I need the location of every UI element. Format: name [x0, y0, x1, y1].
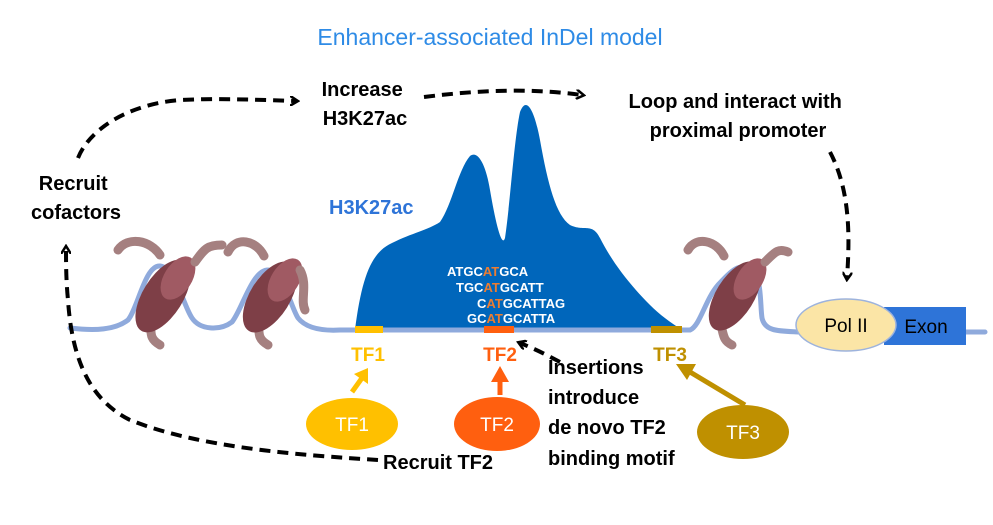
insertions-label: Insertions introduce de novo TF2 binding… [548, 357, 675, 470]
pol2-complex: Pol II [795, 298, 897, 352]
arrow-loop-to-polii [828, 151, 848, 278]
nucleosome-3 [683, 237, 793, 350]
tf1-binding-site [355, 326, 383, 333]
tf1-factor-label: TF1 [335, 415, 369, 436]
tf1-binding-arrow [349, 368, 368, 394]
tf2-binding-site [484, 326, 514, 333]
sequence-line-1: ATGCATGCA [447, 264, 529, 279]
tf1-factor: TF1 [306, 398, 398, 450]
arrow-recruit-tf2-to-cofactors [66, 248, 379, 462]
arrow-cofactors-to-increase [76, 99, 296, 159]
sequence-stack: ATGCATGCA TGCATGCATT CATGCATTAG GCATGCAT… [447, 264, 565, 326]
nucleosome-1 [113, 236, 227, 350]
tf3-binding-arrow [676, 364, 747, 408]
sequence-line-4: GCATGCATTA [467, 311, 556, 326]
tf3-site-label: TF3 [653, 345, 687, 366]
nucleosome-2 [223, 237, 310, 350]
arrow-insertions-to-tf2-site [520, 343, 561, 364]
recruit-tf2-label: Recruit TF2 [383, 452, 493, 474]
diagram-title: Enhancer-associated InDel model [317, 24, 662, 50]
exon-label: Exon [904, 317, 947, 338]
tf2-factor-label: TF2 [480, 415, 514, 436]
loop-interact-label: Loop and interact with proximal promoter [629, 91, 848, 142]
increase-h3k27ac-label: Increase H3K27ac [322, 79, 409, 130]
tf2-factor: TF2 [454, 397, 540, 451]
arrow-increase-to-loop [423, 88, 582, 97]
tf2-site-label: TF2 [483, 345, 517, 366]
tf1-site-label: TF1 [351, 345, 385, 366]
sequence-line-2: TGCATGCATT [456, 280, 544, 295]
recruit-cofactors-label: Recruit cofactors [31, 173, 121, 224]
tf3-factor-label: TF3 [726, 423, 760, 444]
sequence-line-3: CATGCATTAG [477, 296, 565, 311]
exon-box [884, 307, 966, 345]
tf3-factor: TF3 [697, 405, 789, 459]
h3k27ac-peak [355, 104, 682, 330]
h3k27ac-peak-label: H3K27ac [329, 197, 414, 219]
tf2-binding-arrow [491, 366, 509, 395]
tf3-binding-site [651, 326, 682, 333]
pol2-label: Pol II [824, 316, 867, 337]
